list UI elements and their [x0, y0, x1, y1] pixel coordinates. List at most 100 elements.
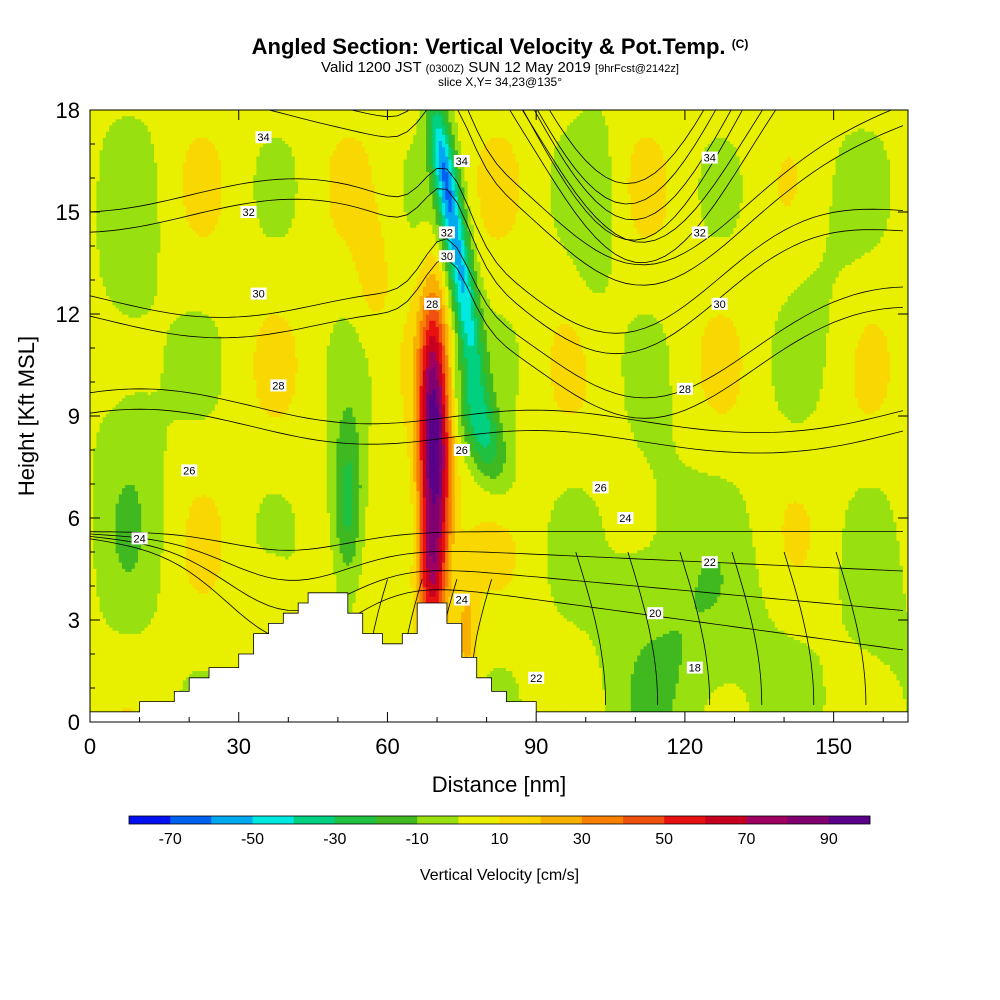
contour-label: 32	[240, 206, 257, 219]
colorbar-swatch	[499, 816, 541, 824]
contour-label-value: 28	[426, 299, 438, 311]
contour-label: 30	[250, 287, 267, 301]
contour-line	[90, 167, 904, 334]
contour-label: 30	[438, 250, 455, 263]
colorbar-label: -50	[241, 831, 264, 848]
colorbar-swatch	[787, 816, 830, 824]
contour-line	[90, 538, 904, 651]
x-tick-label: 30	[226, 734, 250, 759]
contour-label: 26	[181, 464, 198, 477]
colorbar-swatch	[293, 816, 336, 824]
contour-label: 32	[691, 226, 708, 239]
contour-label: 34	[453, 155, 470, 168]
chart-slice-info: slice X,Y= 34,23@135°	[0, 76, 1000, 88]
contour-label-value: 28	[679, 384, 691, 396]
contour-line	[267, 110, 904, 286]
contour-line	[90, 258, 904, 419]
y-tick-label: 18	[56, 98, 80, 123]
contour-line	[90, 388, 904, 433]
contour-line	[783, 551, 815, 706]
y-tick-label: 12	[56, 302, 80, 327]
colorbar-swatch	[211, 816, 253, 824]
contour-label: 34	[255, 131, 272, 144]
contour-label: 26	[453, 444, 470, 457]
contour-label: 30	[711, 297, 728, 311]
colorbar-label: 90	[820, 831, 838, 848]
contour-label: 18	[686, 661, 703, 675]
colorbar-label: -70	[159, 831, 182, 848]
chart-valid-time: Valid 1200 JST (0300Z) SUN 12 May 2019 […	[0, 60, 1000, 75]
colorbar-swatch	[458, 816, 500, 824]
y-axis-title: Height [Kft MSL]	[14, 336, 39, 496]
contour-line	[509, 110, 777, 264]
contour-label-value: 24	[133, 533, 145, 545]
contour-label: 28	[676, 382, 693, 396]
colorbar-swatch	[746, 816, 788, 824]
contour-label-value: 18	[689, 663, 701, 675]
contour-line	[90, 533, 904, 581]
colorbar-label: 70	[738, 831, 756, 848]
contour-label-value: 32	[694, 227, 706, 239]
colorbar-frame	[128, 815, 871, 825]
contour-label-value: 22	[530, 673, 542, 685]
contour-label: 22	[701, 556, 718, 569]
colorbar-swatch	[581, 816, 624, 824]
contour-label-value: 24	[619, 513, 631, 525]
colorbar-label: 30	[573, 831, 591, 848]
contour-label-value: 24	[456, 595, 468, 607]
contour-label-value: 34	[456, 156, 468, 168]
contour-label-value: 34	[704, 153, 716, 165]
x-tick-label: 90	[524, 734, 548, 759]
contour-label-value: 34	[257, 132, 269, 144]
vertical-velocity-field	[90, 110, 908, 722]
colorbar-swatch	[170, 816, 212, 824]
contour-line	[679, 551, 711, 706]
colorbar-swatch	[828, 816, 871, 824]
contour-label: 28	[270, 379, 287, 392]
contour-label-value: 26	[183, 465, 195, 477]
contour-line	[731, 551, 763, 706]
colorbar-label: 50	[655, 831, 673, 848]
contour-label-value: 22	[704, 557, 716, 569]
contour-line	[627, 551, 658, 706]
contour-line	[575, 551, 606, 706]
x-tick-label: 0	[84, 734, 96, 759]
colorbar: -70 -50 -30 -10 10 30 50 70 90 Vertical Velocity …	[128, 815, 871, 884]
colorbar-label: -10	[406, 831, 429, 848]
contour-label: 32	[438, 226, 455, 239]
colorbar-swatch	[129, 816, 171, 824]
contour-label: 20	[647, 607, 664, 620]
x-tick-label: 60	[375, 734, 399, 759]
contour-labels: 34 34 34 32 32 32 30 30 30 28 28 28 26 26 26 24 24 24 22 22…	[131, 131, 728, 685]
y-tick-label: 6	[68, 506, 80, 531]
contour-label: 26	[592, 481, 609, 494]
contour-label-value: 20	[649, 608, 661, 620]
x-tick-label: 120	[667, 734, 704, 759]
terrain	[90, 592, 908, 722]
x-tick-label: 150	[815, 734, 852, 759]
contour-label-value: 30	[713, 299, 725, 311]
axes: 0 30 60 90 120 150 0 3 6 9 12 15 18 Distance [nm] Heig…	[14, 98, 908, 797]
contour-line	[349, 110, 893, 266]
contour-line	[90, 408, 904, 454]
chart-title: Angled Section: Vertical Velocity & Pot.…	[0, 36, 1000, 58]
contour-label: 24	[453, 593, 470, 607]
title-unit: (C)	[732, 37, 749, 51]
y-tick-label: 9	[68, 404, 80, 429]
contour-label: 24	[131, 532, 148, 545]
chart-header: Angled Section: Vertical Velocity & Pot.…	[0, 36, 1000, 89]
contour-label-value: 26	[594, 482, 606, 494]
colorbar-label: -30	[323, 831, 346, 848]
colorbar-swatch	[623, 816, 665, 824]
contour-label-value: 30	[252, 289, 264, 301]
y-tick-label: 0	[68, 710, 80, 735]
y-tick-label: 3	[68, 608, 80, 633]
contour-label-value: 32	[242, 207, 254, 219]
colorbar-swatch	[376, 816, 418, 824]
contour-label-value: 30	[441, 251, 453, 263]
contour-label-value: 26	[456, 445, 468, 457]
colorbar-swatch	[664, 816, 706, 824]
colorbar-label: 10	[491, 831, 509, 848]
contour-line	[835, 551, 867, 706]
